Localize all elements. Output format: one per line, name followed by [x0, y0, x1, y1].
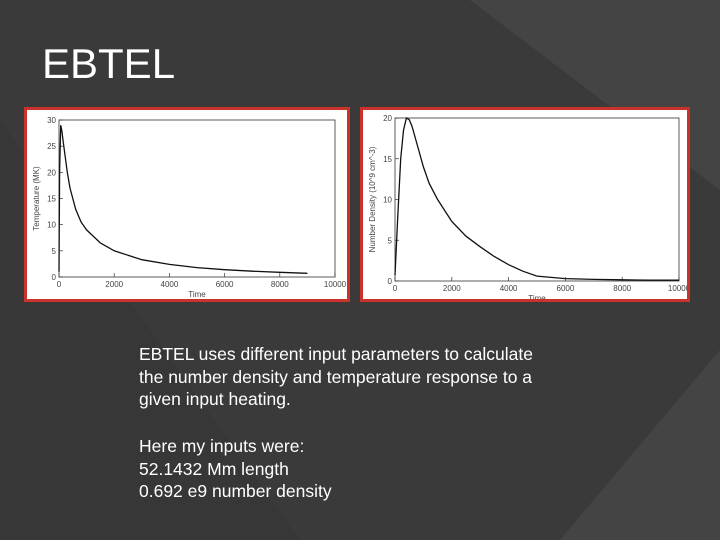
temperature-x-tick-label: 0: [57, 280, 62, 289]
description-line-3: given input heating.: [139, 389, 291, 409]
density-x-tick-label: 8000: [613, 284, 631, 293]
temperature-y-tick-label: 30: [47, 116, 56, 125]
density-series-line: [394, 117, 679, 281]
inputs-heading: Here my inputs were:: [139, 436, 305, 456]
description-line-1: EBTEL uses different input parameters to…: [139, 344, 533, 364]
temperature-y-tick-label: 20: [47, 168, 56, 177]
temperature-x-tick-label: 6000: [216, 280, 234, 289]
input-density: 0.692 e9 number density: [139, 481, 332, 501]
temperature-x-tick-label: 10000: [324, 280, 347, 289]
temperature-plot-frame: [58, 119, 336, 278]
temperature-x-tick-label: 2000: [105, 280, 123, 289]
density-x-tick-label: 2000: [443, 284, 461, 293]
density-y-axis-label: Number Density (10^9 cm^-3): [368, 146, 377, 252]
temperature-y-tick-label: 0: [52, 273, 57, 282]
slide-title: EBTEL: [42, 40, 176, 87]
temperature-y-tick-label: 25: [47, 142, 56, 151]
inputs-paragraph: Here my inputs were: 52.1432 Mm length 0…: [139, 435, 609, 503]
temperature-chart: 0 2000 4000 6000 8000 10000 0 5 10 15 20 25 30 Time Te…: [24, 107, 350, 302]
density-y-tick-label: 20: [383, 114, 392, 123]
temperature-x-tick-label: 8000: [271, 280, 289, 289]
density-y-tick-label: 0: [388, 277, 393, 286]
temperature-x-tick-label: 4000: [161, 280, 179, 289]
density-y-tick-label: 10: [383, 196, 392, 205]
density-chart-svg: 0 2000 4000 6000 8000 10000 0 5 10 15 20 Time Number…: [368, 114, 687, 299]
temperature-y-axis-label: Temperature (MK): [32, 166, 41, 231]
density-x-tick-label: 10000: [668, 284, 687, 293]
temperature-chart-svg: 0 2000 4000 6000 8000 10000 0 5 10 15 20 25 30 Time Te…: [32, 116, 347, 299]
density-y-tick-label: 5: [388, 236, 393, 245]
density-x-tick-label: 6000: [557, 284, 575, 293]
temperature-y-tick-label: 15: [47, 195, 56, 204]
temperature-y-tick-label: 10: [47, 221, 56, 230]
density-x-axis-label: Time: [528, 294, 546, 299]
density-chart: 0 2000 4000 6000 8000 10000 0 5 10 15 20 Time Number…: [360, 107, 690, 302]
temperature-y-tick-label: 5: [52, 247, 57, 256]
temperature-series-line: [58, 125, 308, 274]
description-line-2: the number density and temperature respo…: [139, 366, 533, 387]
description-paragraph: EBTEL uses different input parameters to…: [139, 343, 609, 411]
density-x-tick-label: 0: [393, 284, 398, 293]
temperature-x-axis-label: Time: [188, 290, 206, 299]
density-y-tick-label: 15: [383, 155, 392, 164]
input-length: 52.1432 Mm length: [139, 458, 289, 479]
density-x-tick-label: 4000: [500, 284, 518, 293]
